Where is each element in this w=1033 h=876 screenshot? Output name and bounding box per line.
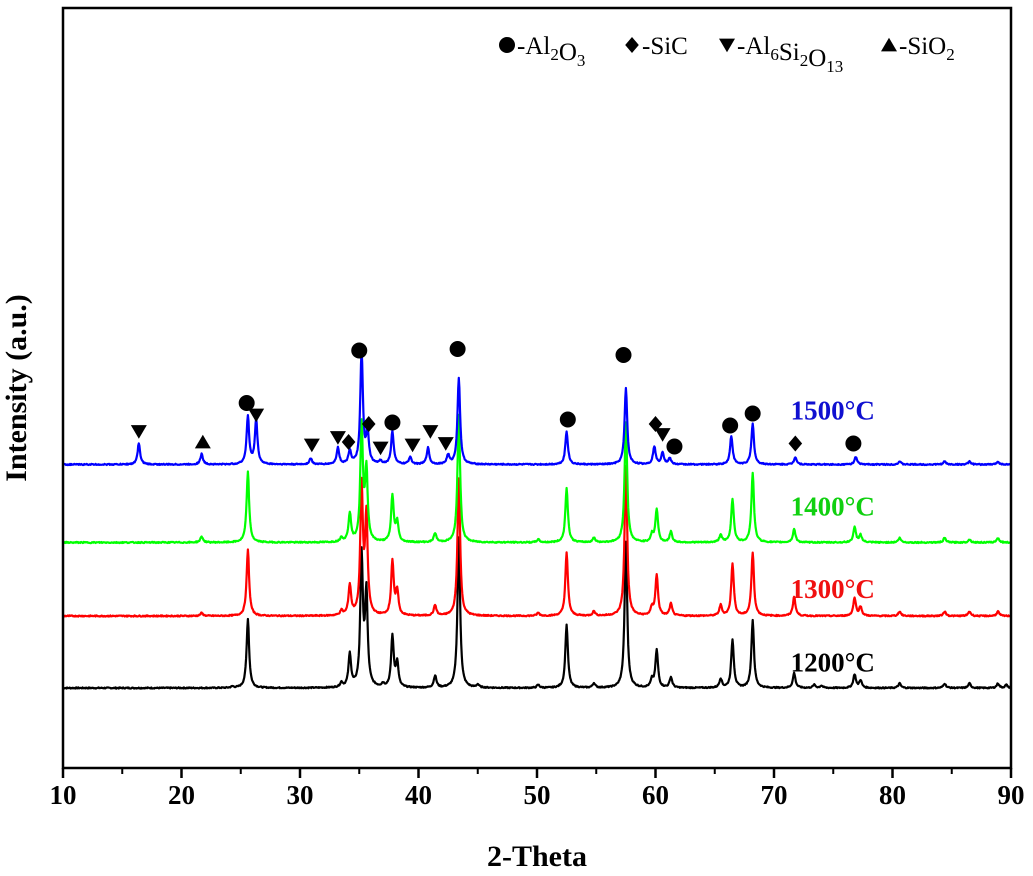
- triangle-down-marker: [372, 441, 389, 456]
- series-labels: 1500°C 1400°C 1300°C 1200°C: [791, 396, 875, 678]
- circle-marker: [449, 341, 466, 357]
- x-tick-label: 80: [879, 780, 906, 810]
- circle-marker: [238, 395, 255, 411]
- series-label-1400: 1400°C: [791, 492, 875, 522]
- series-label-1200: 1200°C: [791, 648, 875, 678]
- series-line-1300: [62, 464, 1012, 618]
- triangle-down-marker: [422, 425, 439, 439]
- x-tick-label: 70: [761, 780, 788, 810]
- legend-entry-label: -Al6Si2O13: [737, 33, 843, 76]
- diamond-marker: [341, 434, 356, 450]
- legend-entry-label: -SiC: [642, 33, 688, 60]
- triangle-down-marker: [130, 425, 147, 439]
- phase-markers: [130, 341, 862, 456]
- series-line-1400: [62, 413, 1012, 545]
- series-traces: [62, 348, 1012, 690]
- diamond-marker: [648, 416, 663, 432]
- x-tick-label: 10: [50, 780, 77, 810]
- triangle-down-marker: [303, 438, 320, 453]
- x-axis-title: 2-Theta: [487, 840, 587, 873]
- triangle-down-marker: [248, 408, 265, 423]
- legend-entry-label: -Al2O3: [517, 33, 585, 70]
- series-label-1300: 1300°C: [791, 574, 875, 604]
- y-axis-title: Intensity (a.u.): [0, 294, 33, 482]
- circle-marker: [384, 414, 401, 431]
- x-tick-label: 30: [287, 780, 314, 810]
- circle-marker: [351, 342, 368, 359]
- circle-marker: [744, 405, 761, 422]
- x-axis-ticks: 10 20 30 40 50 60 70 80 90: [50, 768, 1025, 810]
- legend: -Al2O3 -SiC -Al6Si2O13 -SiO2: [499, 33, 955, 76]
- x-tick-label: 50: [524, 780, 551, 810]
- circle-marker: [722, 417, 739, 434]
- diamond-marker: [788, 435, 803, 452]
- x-tick-label: 60: [642, 780, 669, 810]
- triangle-down-marker: [404, 438, 421, 453]
- series-line-1500: [62, 348, 1012, 467]
- series-line-1200: [62, 536, 1012, 690]
- triangle-down-marker: [329, 431, 346, 445]
- series-label-1500: 1500°C: [791, 396, 875, 426]
- legend-triangle-up-icon: [881, 37, 897, 52]
- legend-circle-icon: [499, 37, 515, 53]
- x-tick-label: 40: [405, 780, 432, 810]
- legend-triangle-down-icon: [719, 38, 735, 53]
- diamond-marker: [361, 416, 376, 432]
- legend-diamond-icon: [625, 37, 639, 53]
- x-tick-label: 90: [998, 780, 1025, 810]
- circle-marker: [666, 438, 683, 455]
- triangle-up-marker: [194, 434, 211, 449]
- triangle-down-marker: [437, 437, 454, 451]
- x-tick-label: 20: [168, 780, 195, 810]
- circle-marker: [615, 347, 632, 363]
- circle-marker: [559, 411, 576, 428]
- legend-entry-label: -SiO2: [899, 33, 955, 64]
- circle-marker: [845, 435, 862, 452]
- triangle-down-marker: [654, 428, 671, 442]
